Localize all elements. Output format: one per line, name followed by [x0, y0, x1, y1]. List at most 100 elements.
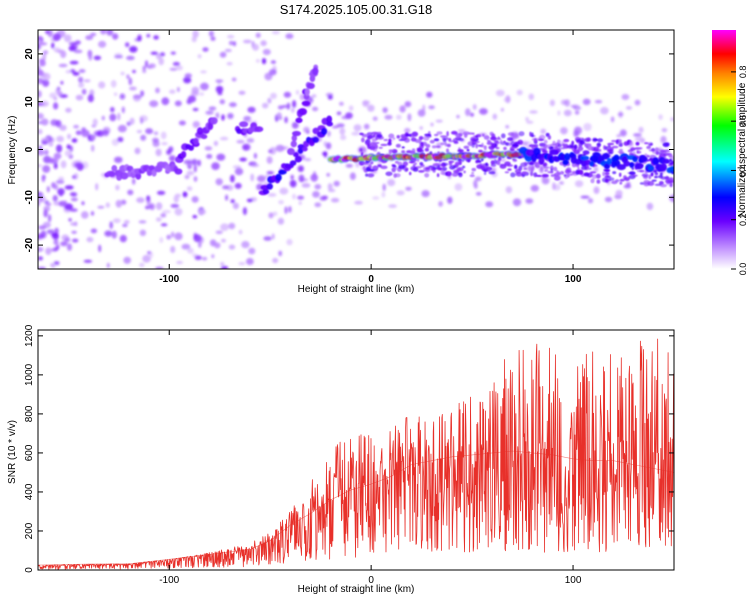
noise-blob: [500, 107, 504, 112]
band-blob: [471, 132, 475, 135]
noise-blob: [53, 102, 59, 110]
xtick-label: 0: [368, 575, 374, 586]
noise-blob: [70, 197, 78, 202]
noise-blob: [136, 129, 143, 134]
noise-blob: [38, 256, 44, 261]
band-blob: [611, 145, 619, 149]
noise-blob: [271, 233, 275, 240]
band-blob: [370, 147, 375, 151]
noise-blob: [266, 171, 274, 175]
noise-blob: [246, 258, 254, 265]
band-blob: [542, 150, 548, 154]
band-blob: [632, 174, 638, 177]
noise-blob: [104, 230, 113, 237]
noise-blob: [351, 131, 360, 136]
ridge-blob: [312, 67, 319, 76]
band-blob: [636, 150, 639, 154]
noise-blob: [53, 261, 60, 266]
band-blob: [483, 135, 490, 140]
noise-blob: [158, 57, 164, 66]
band-blob: [624, 177, 630, 181]
band-blob: [478, 149, 483, 153]
noise-blob: [88, 53, 93, 61]
noise-blob: [126, 74, 130, 79]
noise-blob: [38, 65, 41, 71]
noise-blob: [234, 167, 244, 176]
ridge-blob: [298, 108, 307, 116]
noise-blob: [58, 200, 67, 207]
noise-blob: [215, 112, 220, 119]
noise-blob: [405, 186, 412, 191]
noise-blob: [505, 186, 513, 194]
band-blob: [534, 165, 541, 168]
noise-blob: [211, 162, 220, 171]
band-blob: [484, 165, 490, 171]
band-blob: [424, 147, 429, 152]
noise-blob: [529, 110, 538, 114]
noise-blob: [220, 265, 229, 269]
noise-blob: [215, 85, 224, 94]
band-blob: [418, 136, 424, 140]
band-blob: [485, 162, 488, 167]
noise-blob: [38, 225, 47, 230]
band-blob: [483, 145, 487, 151]
noise-blob: [363, 123, 370, 130]
noise-blob: [42, 72, 51, 81]
noise-blob: [41, 137, 50, 142]
noise-blob: [255, 59, 260, 63]
noise-blob: [55, 179, 65, 184]
noise-blob: [55, 88, 60, 95]
band-blob: [361, 137, 365, 143]
noise-blob: [73, 172, 79, 180]
band-blob: [370, 141, 377, 147]
noise-blob: [257, 175, 266, 183]
band-blob: [359, 148, 363, 152]
band-blob: [629, 140, 633, 146]
noise-blob: [260, 40, 267, 47]
band-blob: [651, 179, 657, 182]
noise-blob: [587, 198, 594, 204]
noise-blob: [658, 114, 663, 120]
band-blob: [547, 135, 552, 140]
band-blob: [463, 145, 470, 149]
noise-blob: [138, 220, 147, 224]
noise-blob: [72, 71, 80, 76]
band-blob: [490, 136, 497, 141]
band-blob: [659, 183, 667, 188]
band-blob: [569, 145, 574, 148]
band-blob: [457, 149, 464, 153]
noise-blob: [372, 116, 378, 121]
noise-blob: [93, 130, 101, 137]
noise-blob: [388, 204, 397, 209]
noise-blob: [145, 128, 154, 135]
band-blob: [608, 177, 615, 181]
band-blob: [563, 138, 570, 143]
noise-blob: [40, 100, 49, 107]
noise-blob: [42, 165, 51, 173]
band-blob: [507, 132, 514, 136]
noise-blob: [48, 143, 54, 147]
noise-blob: [160, 131, 167, 140]
ridge-blob: [616, 164, 626, 171]
band-blob: [432, 163, 439, 167]
noise-blob: [669, 194, 674, 203]
noise-blob: [187, 247, 194, 254]
band-blob: [376, 134, 382, 139]
noise-blob: [278, 200, 284, 205]
noise-blob: [142, 69, 147, 74]
noise-blob: [470, 112, 474, 117]
ridge-blob: [634, 162, 644, 170]
noise-blob: [64, 150, 72, 157]
noise-blob: [289, 180, 297, 188]
noise-blob: [153, 131, 159, 136]
band-blob: [521, 171, 528, 175]
band-blob: [618, 148, 623, 152]
noise-blob: [323, 151, 328, 158]
noise-blob: [202, 256, 208, 261]
band-blob: [428, 165, 435, 168]
band-blob: [596, 147, 600, 150]
noise-blob: [229, 102, 237, 108]
noise-blob: [206, 154, 213, 159]
noise-blob: [362, 100, 369, 107]
noise-blob: [635, 136, 644, 143]
